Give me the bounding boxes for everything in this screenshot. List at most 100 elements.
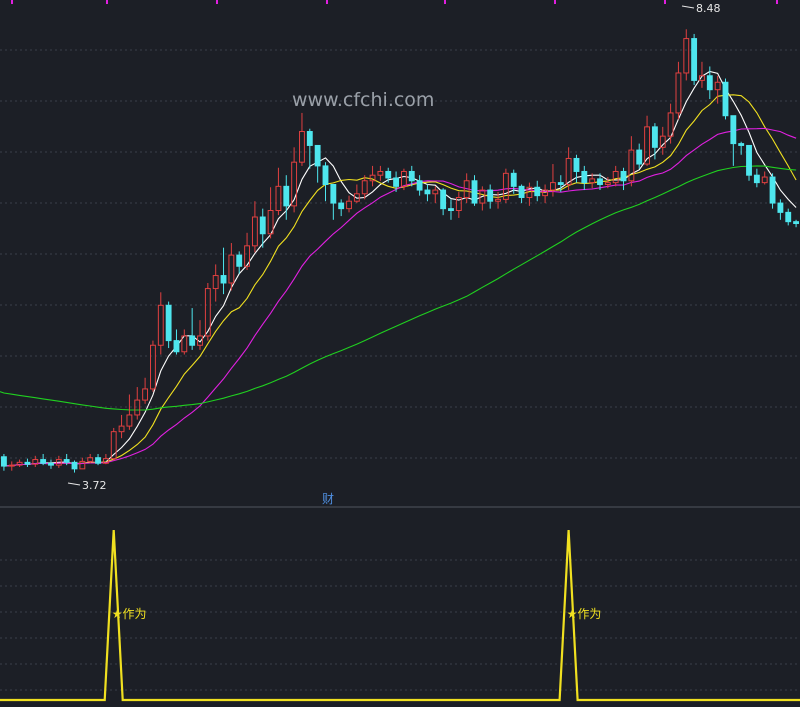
candle-body bbox=[722, 81, 729, 117]
candle bbox=[32, 455, 39, 467]
candle-body bbox=[651, 126, 658, 148]
candle-body bbox=[565, 157, 572, 185]
candle-body bbox=[314, 144, 321, 167]
candle-body bbox=[463, 180, 470, 198]
candle bbox=[79, 457, 86, 470]
signal-label: ★作为 bbox=[567, 607, 602, 621]
candle-body bbox=[32, 459, 39, 465]
candle bbox=[659, 126, 666, 155]
candle bbox=[71, 460, 78, 473]
candle bbox=[142, 377, 149, 404]
candle-body bbox=[142, 388, 149, 401]
candle-body bbox=[495, 198, 501, 202]
candle bbox=[204, 282, 211, 341]
candle-body bbox=[204, 288, 211, 337]
candle-body bbox=[589, 178, 596, 184]
candle bbox=[377, 165, 384, 181]
candle bbox=[330, 183, 337, 220]
candle bbox=[338, 199, 345, 217]
ma10-line bbox=[3, 94, 797, 467]
candle-body bbox=[557, 182, 564, 185]
candle bbox=[644, 115, 650, 166]
candle bbox=[518, 184, 525, 204]
candle-body bbox=[236, 254, 243, 267]
candle-body bbox=[400, 170, 407, 187]
candle bbox=[793, 219, 800, 228]
candle-body bbox=[612, 170, 619, 184]
candle bbox=[8, 461, 15, 471]
candle bbox=[126, 394, 133, 430]
candle bbox=[322, 162, 329, 202]
candle bbox=[118, 414, 125, 439]
candle-body bbox=[424, 189, 431, 195]
candle-body bbox=[24, 461, 31, 465]
candle-body bbox=[244, 245, 250, 267]
candle-body bbox=[785, 211, 792, 223]
candle bbox=[604, 177, 611, 189]
candle-body bbox=[157, 304, 164, 346]
candle-body bbox=[150, 344, 156, 390]
candle-body bbox=[706, 75, 713, 91]
candle-body bbox=[487, 189, 494, 202]
candle-body bbox=[534, 186, 541, 197]
candle bbox=[542, 184, 549, 204]
candle bbox=[55, 455, 62, 468]
candle-body bbox=[197, 335, 203, 346]
candle bbox=[165, 301, 172, 349]
candle-body bbox=[408, 170, 415, 182]
candle bbox=[691, 33, 698, 86]
candle-body bbox=[369, 174, 376, 182]
candle bbox=[651, 123, 658, 160]
candle-body bbox=[40, 459, 47, 464]
candle bbox=[275, 167, 282, 216]
candle-body bbox=[322, 165, 329, 185]
candle-body bbox=[361, 180, 368, 195]
signal-line bbox=[0, 529, 800, 702]
candle-body bbox=[628, 149, 635, 182]
candle bbox=[455, 191, 462, 218]
candle bbox=[487, 184, 494, 209]
candle bbox=[346, 195, 352, 213]
candle-body bbox=[102, 458, 109, 464]
candle bbox=[714, 75, 721, 104]
candle-body bbox=[330, 183, 337, 204]
candle bbox=[620, 167, 627, 191]
candle-body bbox=[306, 131, 313, 146]
candle bbox=[291, 147, 298, 213]
candle bbox=[259, 208, 266, 248]
candle-body bbox=[393, 177, 400, 187]
candle bbox=[393, 171, 400, 192]
candle-body bbox=[385, 170, 392, 179]
candle bbox=[87, 453, 94, 464]
candle bbox=[495, 191, 501, 209]
candle bbox=[565, 147, 572, 191]
candle-body bbox=[87, 457, 94, 462]
candle bbox=[706, 66, 713, 99]
candle bbox=[699, 61, 705, 88]
candle-body bbox=[699, 75, 705, 81]
candle-body bbox=[126, 414, 133, 427]
candle-body bbox=[118, 425, 125, 433]
candle bbox=[244, 232, 250, 270]
candle bbox=[440, 188, 447, 216]
candle-body bbox=[71, 461, 78, 470]
candle-body bbox=[550, 182, 556, 191]
candle bbox=[557, 175, 564, 192]
candle-body bbox=[455, 196, 462, 212]
candle bbox=[369, 165, 376, 187]
candle-body bbox=[134, 399, 141, 416]
candle bbox=[283, 175, 290, 220]
candle bbox=[777, 199, 784, 220]
candle-body bbox=[604, 182, 611, 185]
candle bbox=[173, 329, 180, 355]
candle bbox=[150, 340, 156, 392]
high-marker: 8.48 bbox=[681, 2, 721, 15]
candle-body bbox=[432, 189, 439, 195]
candle-body bbox=[181, 335, 188, 353]
candle bbox=[722, 78, 729, 120]
candle bbox=[48, 459, 54, 469]
candles bbox=[0, 29, 800, 473]
candle bbox=[314, 144, 321, 183]
candle-body bbox=[714, 81, 721, 91]
